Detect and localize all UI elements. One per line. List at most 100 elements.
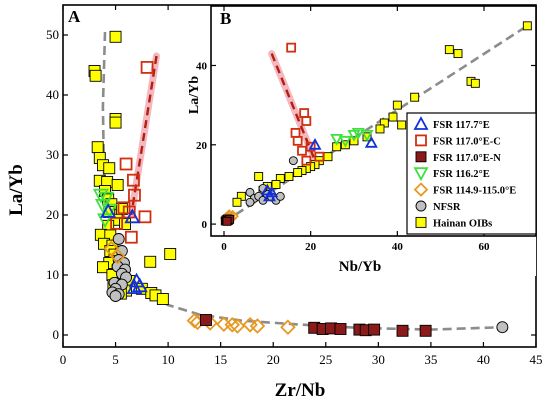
panel-a-point-hainan-oibs [111, 179, 124, 191]
panel-a-point-fsr-117-0-e-c [119, 157, 133, 171]
legend-marker-fsr-116-2-e [413, 167, 429, 182]
panel-b-point-fsr-117-0-e-c [286, 42, 297, 53]
panel-b-point-fsr-117-7-e [364, 135, 378, 148]
legend-marker-fsr-114-9-115-0-e [413, 182, 429, 197]
panel-a-point-fsr-117-0-e-c [124, 230, 138, 244]
panel-a-point-fsr-117-7-e [100, 203, 117, 218]
panel-a-point-fsr-117-0-e-n [419, 324, 432, 337]
panel-a-letter: A [68, 7, 81, 26]
panel-b-point-fsr-117-0-e-c [301, 116, 312, 126]
panel-a-y-axis-title: La/Yb [6, 164, 27, 216]
panel-a-y-tick-label: 0 [53, 327, 60, 342]
panel-b-y-tick-label: 20 [196, 140, 208, 152]
panel-b-y-tick-label: 0 [202, 219, 208, 231]
panel-a-point-nfsr [109, 290, 122, 302]
panel-a-point-hainan-oibs [144, 255, 157, 268]
legend-marker-fsr-117-7-e [413, 116, 429, 130]
panel-a-point-fsr-117-7-e [124, 208, 141, 224]
panel-b-point-fsr-116-2-e [330, 133, 344, 146]
legend-label: FSR 117.0°E-N [433, 153, 501, 164]
panel-a-point-hainan-oibs [91, 141, 104, 154]
panel-a-point-fsr-114-9-115-0-e [249, 318, 266, 334]
panel-a-point-fsr-116-2-e [98, 191, 115, 207]
panel-b-x-tick-label: 40 [392, 241, 404, 253]
panel-a-point-hainan-oibs [119, 218, 131, 230]
legend-marker-fsr-117-0-e-n [415, 151, 427, 163]
panel-b-point-nfsr [288, 156, 298, 166]
legend-label: FSR 116.2°E [433, 169, 490, 180]
panel-a-point-hainan-oibs [109, 116, 122, 129]
panel-a-y-tick-label: 30 [46, 147, 59, 162]
panel-a-x-tick-label: 40 [477, 352, 490, 367]
panel-b-trend-line-gray [223, 24, 529, 224]
panel-a-x-axis-title: Zr/Nb [275, 380, 326, 401]
panel-a-point-fsr-117-0-e-c [138, 210, 152, 224]
panel-a-trend-line-red [130, 55, 158, 216]
panel-a-point-hainan-oibs [89, 69, 102, 82]
panel-a-point-hainan-oibs [164, 248, 177, 260]
panel-a-point-fsr-114-9-115-0-e [186, 312, 203, 329]
panel-b-point-hainan-oibs [470, 78, 480, 88]
panel-b-point-fsr-117-0-e-c [301, 155, 312, 166]
panel-a-point-hainan-oibs [103, 162, 116, 175]
panel-b-x-tick-label: 20 [305, 241, 317, 253]
panel-b-x-axis-title: Nb/Yb [339, 259, 382, 275]
panel-a-point-hainan-oibs [156, 293, 169, 305]
panel-b-point-hainan-oibs [397, 120, 407, 130]
panel-a-point-fsr-114-9-115-0-e [224, 317, 241, 333]
panel-b-point-hainan-oibs [392, 100, 402, 110]
panel-b-point-hainan-oibs [271, 179, 281, 189]
panel-b-point-fsr-116-2-e [351, 127, 365, 140]
panel-a-x-tick-label: 45 [530, 352, 543, 367]
legend-label: Hainan OIBs [433, 218, 492, 229]
panel-b-point-fsr-117-0-e-c [314, 151, 325, 162]
panel-a-x-tick-label: 25 [319, 352, 332, 367]
panel-b-point-fsr-116-2-e [338, 135, 352, 148]
panel-b-point-hainan-oibs [284, 172, 294, 181]
panel-a-y-tick-label: 50 [46, 27, 59, 42]
panel-b-point-hainan-oibs [444, 45, 454, 55]
panel-a-point-fsr-114-9-115-0-e [280, 319, 296, 335]
panel-b-legend: FSR 117.7°E FSR 117.0°E-C FSR 117.0°E-N FSR… [406, 112, 537, 235]
panel-b-point-hainan-oibs [388, 112, 398, 122]
panel-b-point-nfsr [245, 187, 255, 197]
panel-a-point-nfsr [496, 321, 509, 334]
legend-label: FSR 117.7°E [433, 120, 490, 131]
panel-a-x-tick-label: 35 [424, 352, 437, 367]
panel-b-point-hainan-oibs [453, 49, 463, 59]
panel-a-point-fsr-117-0-e-n [334, 323, 347, 335]
panel-a-x-tick-label: 10 [162, 352, 175, 367]
panel-b-point-hainan-oibs [375, 124, 385, 134]
panel-a-point-fsr-116-2-e [97, 213, 114, 229]
panel-b-point-fsr-117-0-e-c [292, 135, 303, 146]
panel-a-point-fsr-117-0-e-n [200, 314, 212, 326]
panel-a-x-tick-label: 20 [267, 352, 280, 367]
panel-b-point-fsr-117-7-e [262, 189, 277, 202]
legend-marker-hainan-oibs [415, 216, 427, 228]
panel-a-point-hainan-oibs [109, 30, 122, 43]
panel-a-point-fsr-116-2-e [94, 198, 111, 214]
panel-b-point-hainan-oibs [522, 21, 532, 31]
panel-a-point-fsr-116-2-e [92, 188, 109, 204]
panel-b-y-axis-title: La/Yb [187, 76, 202, 114]
legend-label: FSR 114.9-115.0°E [433, 186, 516, 197]
panel-a-point-fsr-117-7-e [126, 279, 143, 295]
panel-b-plot-body [219, 21, 532, 227]
legend-marker-nfsr [415, 200, 427, 212]
panel-a-point-fsr-117-0-e-n [396, 324, 409, 337]
panel-a-y-tick-label: 10 [46, 267, 59, 282]
panel-b-x-tick-label: 60 [479, 241, 491, 253]
panel-a-point-fsr-117-0-e-c [128, 188, 141, 202]
panel-b-point-fsr-116-2-e [360, 129, 374, 142]
panel-b-point-nfsr [245, 197, 255, 207]
panel-a-point-fsr-117-0-e-c [127, 173, 140, 187]
panel-b-point-fsr-117-7-e [308, 137, 322, 150]
panel-a-point-nfsr [112, 233, 125, 245]
panel-b-point-hainan-oibs [323, 152, 333, 162]
panel-a-point-fsr-117-0-e-n [368, 323, 381, 336]
panel-b-x-tick-label: 0 [221, 241, 227, 253]
panel-a-point-fsr-114-9-115-0-e [109, 248, 126, 265]
panel-a-point-hainan-oibs [96, 261, 109, 274]
